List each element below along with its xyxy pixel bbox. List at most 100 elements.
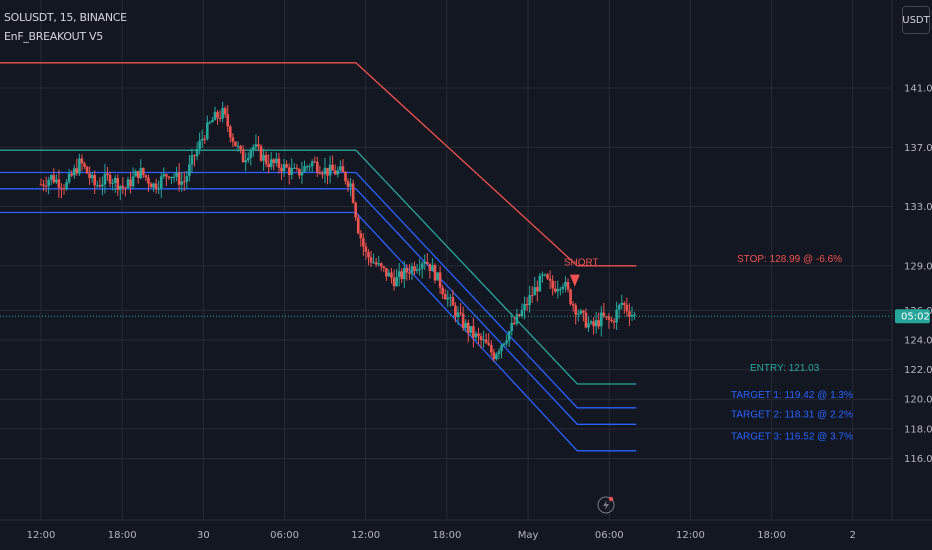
candle-body xyxy=(103,173,107,185)
candle-body xyxy=(597,320,601,327)
candle-body xyxy=(131,176,135,187)
price-tick-label: 129.00 xyxy=(904,261,932,272)
candle-body xyxy=(121,186,125,188)
candle-body xyxy=(443,294,447,300)
entry-level-label: ENTRY: 121.03 xyxy=(750,363,820,374)
candle-body xyxy=(344,172,347,182)
stop-level-label: STOP: 128.99 @ -6.6% xyxy=(737,254,842,265)
candle-body xyxy=(513,322,516,324)
time-tick-label: 2 xyxy=(850,530,856,541)
candle-body xyxy=(170,176,173,179)
candle-body xyxy=(456,312,460,318)
candle-body xyxy=(405,267,409,273)
candle-body xyxy=(464,322,467,328)
channel-line-2 xyxy=(0,149,637,385)
candle-body xyxy=(298,168,301,176)
candle-body xyxy=(477,333,480,337)
candle-body xyxy=(47,179,50,187)
candle-body xyxy=(55,179,58,183)
candle-body xyxy=(72,168,76,176)
indicator-title[interactable]: EnF_BREAKOUT V5 xyxy=(4,30,103,43)
candle-body xyxy=(275,158,278,163)
candle-body xyxy=(218,117,222,119)
channel-line-1 xyxy=(0,62,637,267)
candle-body xyxy=(628,311,631,317)
candle-body xyxy=(582,310,585,313)
candle-body xyxy=(221,107,224,119)
candle-body xyxy=(198,140,201,149)
candle-body xyxy=(495,354,498,360)
candle-body xyxy=(446,297,450,300)
candle-body xyxy=(75,168,79,174)
candle-body xyxy=(351,183,355,203)
candle-body xyxy=(229,126,232,138)
candle-body xyxy=(134,171,137,177)
candle-body xyxy=(108,175,112,184)
time-tick-label: 12:00 xyxy=(27,530,56,541)
short-signal-label: SHORT xyxy=(564,258,599,269)
candle-body xyxy=(438,272,442,288)
candle-body xyxy=(428,263,432,272)
candle-body xyxy=(292,167,296,169)
currency-button[interactable]: USDT xyxy=(902,6,930,34)
candle-body xyxy=(449,297,452,299)
candle-body xyxy=(326,167,329,176)
candle-body xyxy=(395,276,398,287)
candle-body xyxy=(349,183,352,187)
candle-body xyxy=(321,173,324,175)
candle-body xyxy=(605,316,608,318)
candle-body xyxy=(426,261,429,264)
candle-body xyxy=(451,297,455,306)
candle-body xyxy=(472,326,475,338)
alert-lightning-icon[interactable] xyxy=(597,496,615,514)
candle-body xyxy=(211,120,214,123)
candle-body xyxy=(594,320,598,327)
time-tick-label: 12:00 xyxy=(351,530,380,541)
time-axis-ticks[interactable]: 12:00 18:00 30 06:00 12:00 18:00 May 06:00 12:00… xyxy=(27,530,856,541)
candle-body xyxy=(400,271,404,280)
candle-body xyxy=(436,272,439,281)
candle-body xyxy=(249,150,253,158)
candle-body xyxy=(364,246,368,252)
candle-body xyxy=(615,309,618,323)
candle-body xyxy=(303,166,306,172)
symbol-title[interactable]: SOLUSDT, 15, BINANCE xyxy=(4,11,127,24)
price-tick-label: 141.00 xyxy=(904,84,932,95)
candle-body xyxy=(620,303,624,305)
candle-body xyxy=(543,274,547,276)
candle-body xyxy=(177,172,181,185)
price-axis-panel[interactable] xyxy=(892,0,932,550)
candle-body xyxy=(356,217,360,234)
candle-body xyxy=(70,173,74,176)
candle-body xyxy=(507,331,511,341)
candle-body xyxy=(313,161,317,163)
time-tick-label: 30 xyxy=(197,530,210,541)
candle-body xyxy=(136,171,140,178)
candle-body xyxy=(530,295,534,297)
candle-body xyxy=(497,351,501,355)
candle-body xyxy=(617,304,621,310)
candle-body xyxy=(295,167,299,169)
candle-body xyxy=(408,272,411,274)
time-tick-label: 18:00 xyxy=(432,530,461,541)
candle-body xyxy=(379,263,383,267)
candle-body xyxy=(518,314,521,317)
candle-body xyxy=(246,157,250,161)
candle-body xyxy=(548,278,552,281)
candle-body xyxy=(257,144,260,147)
candle-body xyxy=(569,289,572,304)
short-signal-arrow xyxy=(569,274,580,287)
candle-body xyxy=(418,268,421,270)
candle-body xyxy=(387,272,391,277)
candle-body xyxy=(44,185,48,187)
candle-body xyxy=(241,149,245,163)
candle-body xyxy=(60,187,63,189)
candle-body xyxy=(385,268,388,277)
candle-body xyxy=(410,266,414,274)
candle-body xyxy=(180,181,184,185)
candle-body xyxy=(234,141,237,147)
candle-body xyxy=(62,188,66,190)
candle-body xyxy=(244,160,247,163)
candle-body xyxy=(536,287,539,292)
